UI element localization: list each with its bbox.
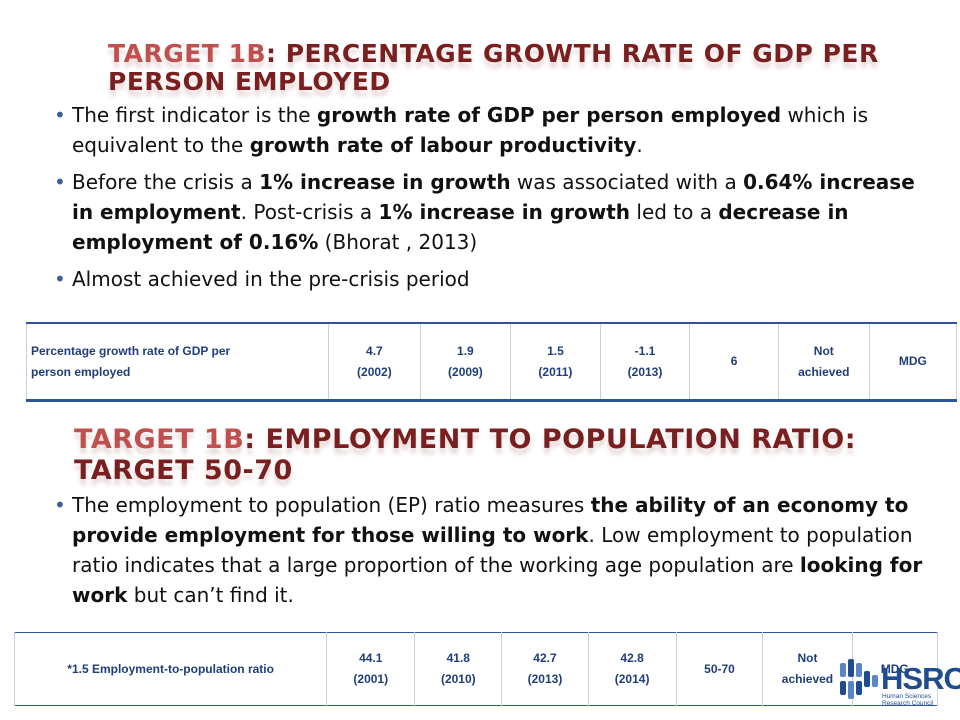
bullet-item: • The first indicator is the growth rate …: [34, 100, 934, 160]
cell-text: MDG: [880, 661, 909, 676]
title-rest: : Percentage growth rate of GDP per pers…: [108, 39, 879, 96]
text-run: Before the crisis a: [72, 170, 260, 194]
bold-text: growth rate of GDP per person employed: [316, 103, 782, 127]
bold-text: 1% increase in growth: [378, 200, 631, 224]
table-cell: Not achieved: [777, 323, 870, 401]
cell-text: -1.1: [634, 343, 656, 358]
cell-text: person employed: [31, 364, 131, 379]
bullet-dot-icon: •: [54, 170, 66, 194]
cell-text: (2014): [614, 672, 650, 686]
title-rest: : Employment to population ratio: Target…: [74, 424, 857, 486]
title-accent: Target 1B: [74, 424, 245, 455]
bold-text: the ability of an economy to provide emp…: [72, 493, 909, 547]
table-cell: 6: [689, 323, 779, 401]
cell-text: 50-70: [704, 661, 735, 676]
cell-text: (2013): [627, 364, 663, 379]
text-run: was associated with a: [510, 170, 744, 194]
text-run: led to a: [630, 200, 719, 224]
bullet-item: • Before the crisis a 1% increase in grow…: [34, 167, 934, 257]
bullet-list-employment: • The employment to population (EP) ratio…: [34, 490, 949, 617]
table-cell: MDG: [868, 323, 958, 401]
text-run: Almost achieved in the pre-crisis period: [72, 267, 470, 291]
text-run: (Bhorat , 2013): [318, 230, 478, 254]
text-run: .: [636, 133, 643, 157]
table-row: *1.5 Employment-to-population ratio 44.1 (…: [13, 632, 939, 706]
cell-text: (2002): [357, 364, 392, 379]
cell-text: achieved: [798, 364, 850, 379]
table-cell: *1.5 Employment-to-population ratio: [13, 632, 328, 706]
bullet-dot-icon: •: [54, 103, 66, 127]
bold-text: 1% increase in growth: [259, 170, 511, 194]
bullet-dot-icon: •: [54, 493, 66, 517]
logo-subtitle-line: Human Sciences: [882, 693, 932, 700]
cell-text: Percentage growth rate of GDP per: [31, 343, 231, 358]
cell-text: (2009): [448, 364, 483, 379]
slide-title-gdp-growth: Target 1B: Percentage growth rate of GDP…: [108, 40, 908, 96]
cell-text: *1.5 Employment-to-population ratio: [67, 661, 274, 676]
indicator-table-employment: *1.5 Employment-to-population ratio 44.1 (…: [13, 632, 939, 706]
text-run: which is equivalent to the: [72, 103, 869, 157]
text-run: . Low employment to population ratio ind…: [72, 523, 913, 577]
bullet-dot-icon: •: [54, 267, 66, 291]
text-run: . Post-crisis a: [240, 200, 379, 224]
bullet-item: • The employment to population (EP) ratio…: [34, 490, 949, 610]
logo-subtitle: Human Sciences Research Council: [882, 693, 956, 707]
text-run: The employment to population (EP) ratio …: [72, 493, 591, 517]
cell-text: 6: [730, 354, 738, 368]
logo-wordmark: HSRC: [881, 661, 960, 696]
bold-text: decrease in employment of 0.16%: [72, 200, 849, 254]
table-cell: 41.8 (2010): [414, 632, 503, 706]
cell-text: MDG: [898, 354, 927, 368]
table-cell: 44.1 (2001): [326, 632, 416, 706]
indicator-table-gdp: Percentage growth rate of GDP per person …: [25, 322, 958, 402]
cell-text: Not: [813, 343, 834, 358]
table-cell: 42.7 (2013): [501, 632, 589, 706]
bullet-item: • Almost achieved in the pre-crisis perio…: [34, 264, 934, 294]
table-row: Percentage growth rate of GDP per person …: [25, 323, 958, 401]
cell-text: 41.8: [446, 651, 470, 665]
cell-text: Not: [797, 651, 818, 665]
cell-text: 42.7: [533, 651, 557, 665]
cell-text: (2013): [527, 672, 563, 686]
bold-text: growth rate of labour productivity: [249, 133, 637, 157]
table-cell: 1.5 (2011): [510, 323, 601, 401]
cell-text: 42.8: [620, 651, 644, 665]
cell-text: (2001): [353, 672, 389, 686]
slide-title-employment-ratio: Target 1B: Employment to population rati…: [74, 424, 894, 486]
cell-text: 44.1: [359, 651, 383, 665]
table-cell: 4.7 (2002): [328, 323, 421, 401]
text-run: but can’t find it.: [127, 583, 294, 607]
bold-text: looking for work: [72, 553, 923, 607]
table-cell: -1.1 (2013): [599, 323, 691, 401]
cell-text: 1.9: [457, 343, 474, 358]
table-cell: 1.9 (2009): [419, 323, 512, 401]
title-accent: Target 1B: [108, 39, 267, 68]
hsrc-logo: HSRC Human Sciences Research Council: [838, 655, 960, 717]
hsrc-logo-mark-icon: [840, 659, 878, 699]
table-cell: Not achieved: [762, 632, 853, 706]
cell-text: 4.7: [366, 343, 383, 358]
bold-text: 0.64% increase in employment: [72, 170, 915, 224]
cell-text: 1.5: [547, 343, 564, 358]
bullet-list-gdp: • The first indicator is the growth rate …: [34, 100, 934, 301]
table-cell: 50-70: [675, 632, 764, 706]
table-cell: 42.8 (2014): [587, 632, 677, 706]
cell-text: (2011): [538, 364, 573, 379]
logo-subtitle-line: Research Council: [882, 700, 934, 707]
table-cell: MDG: [851, 632, 939, 706]
cell-text: (2010): [440, 672, 476, 686]
text-run: The first indicator is the: [72, 103, 317, 127]
table-cell: Percentage growth rate of GDP per person …: [25, 323, 330, 401]
cell-text: achieved: [781, 672, 834, 686]
